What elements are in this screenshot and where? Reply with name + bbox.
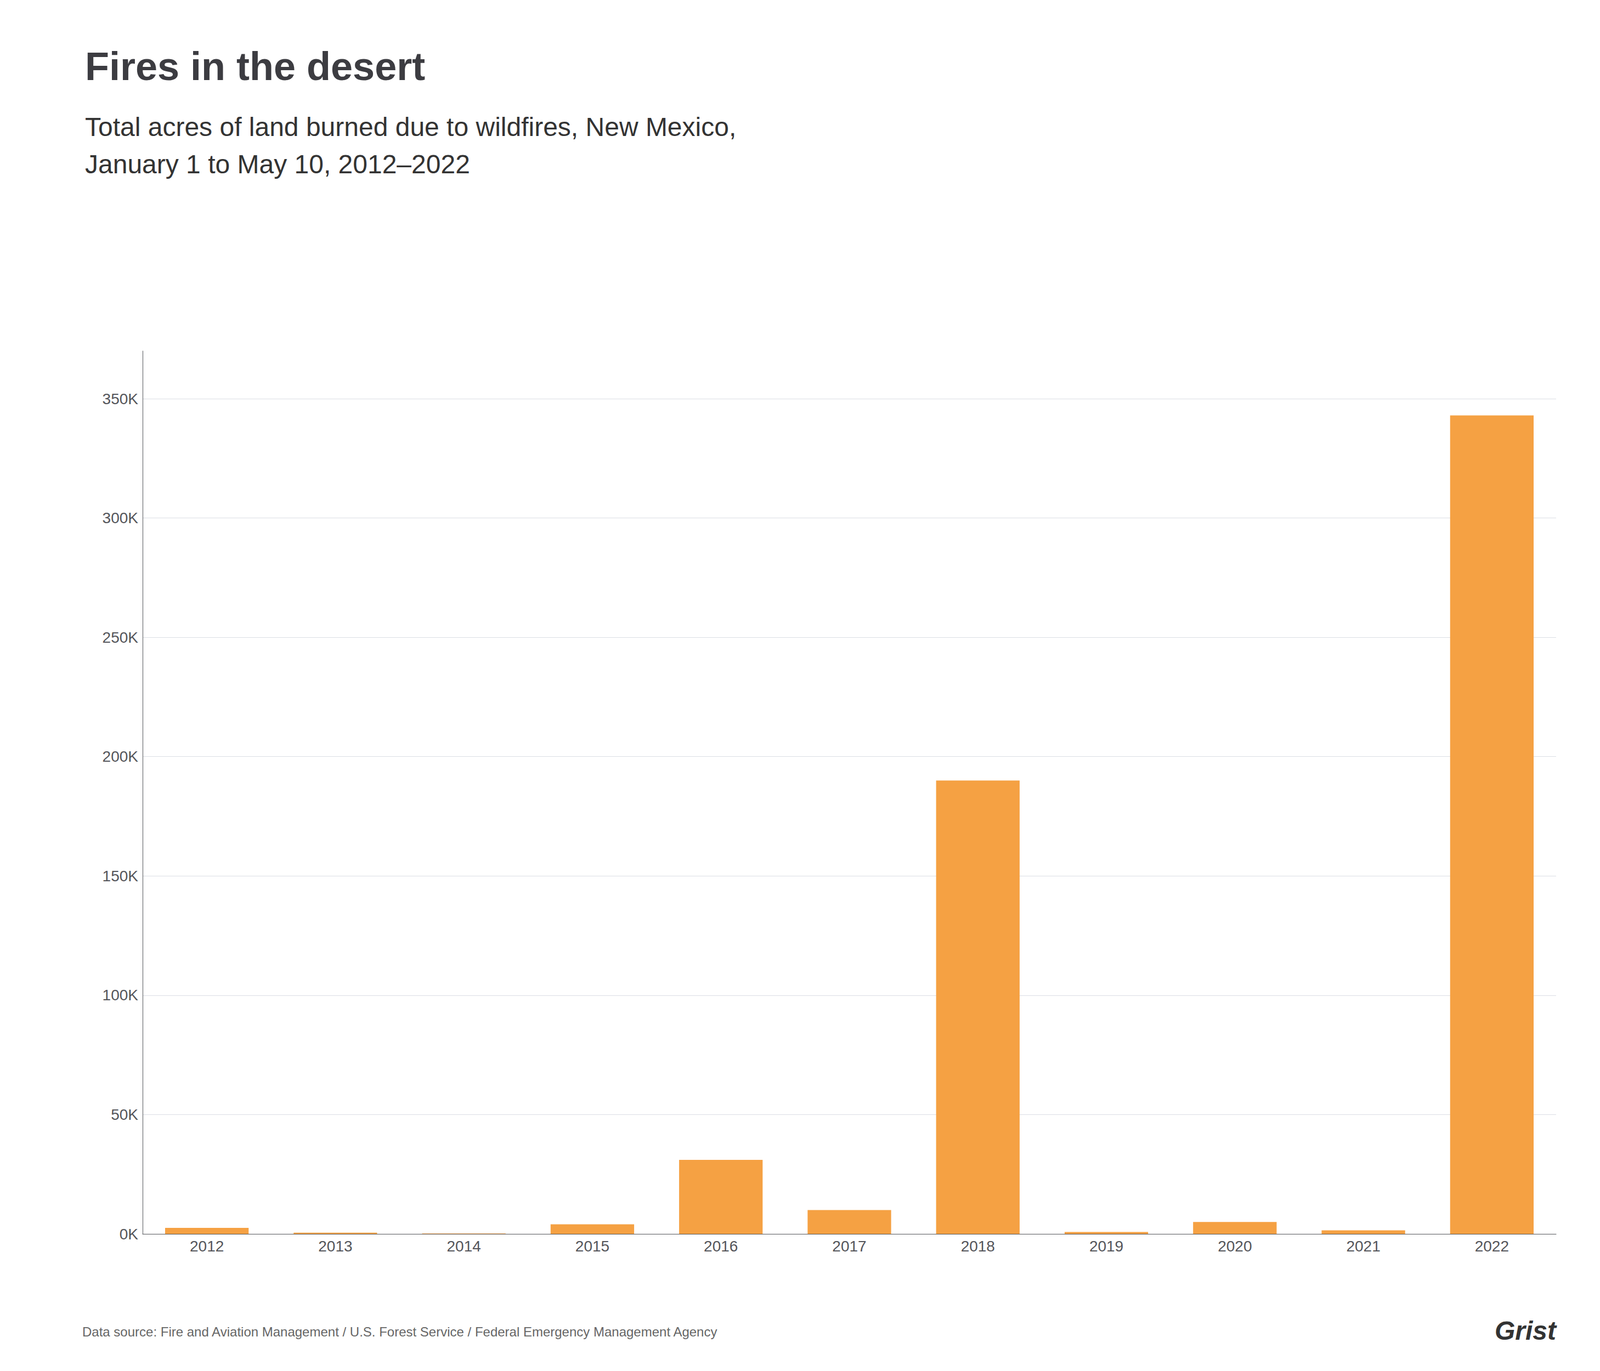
svg-text:2014: 2014	[447, 1237, 482, 1255]
svg-text:2020: 2020	[1217, 1237, 1252, 1255]
svg-text:200K: 200K	[102, 748, 139, 766]
svg-text:2018: 2018	[960, 1237, 995, 1255]
svg-text:250K: 250K	[102, 629, 139, 647]
svg-text:Fires in the desert: Fires in the desert	[85, 44, 426, 89]
svg-text:2017: 2017	[832, 1237, 867, 1255]
svg-text:2015: 2015	[575, 1237, 610, 1255]
svg-text:300K: 300K	[102, 509, 139, 527]
svg-text:2022: 2022	[1474, 1237, 1509, 1255]
svg-text:350K: 350K	[102, 390, 139, 408]
svg-text:0K: 0K	[119, 1225, 139, 1243]
svg-text:2013: 2013	[318, 1237, 353, 1255]
svg-text:50K: 50K	[110, 1106, 139, 1124]
svg-text:Grist: Grist	[1494, 1316, 1558, 1346]
svg-text:150K: 150K	[102, 867, 139, 885]
svg-text:Total acres of land burned due: Total acres of land burned due to wildfi…	[85, 112, 737, 142]
svg-text:100K: 100K	[102, 986, 139, 1004]
svg-text:Data source: Fire and Aviation: Data source: Fire and Aviation Managemen…	[82, 1324, 717, 1340]
svg-text:2016: 2016	[703, 1237, 738, 1255]
svg-text:2021: 2021	[1346, 1237, 1381, 1255]
svg-text:2012: 2012	[189, 1237, 224, 1255]
svg-text:January 1 to May 10, 2012–2022: January 1 to May 10, 2012–2022	[85, 149, 471, 179]
svg-text:2019: 2019	[1089, 1237, 1124, 1255]
